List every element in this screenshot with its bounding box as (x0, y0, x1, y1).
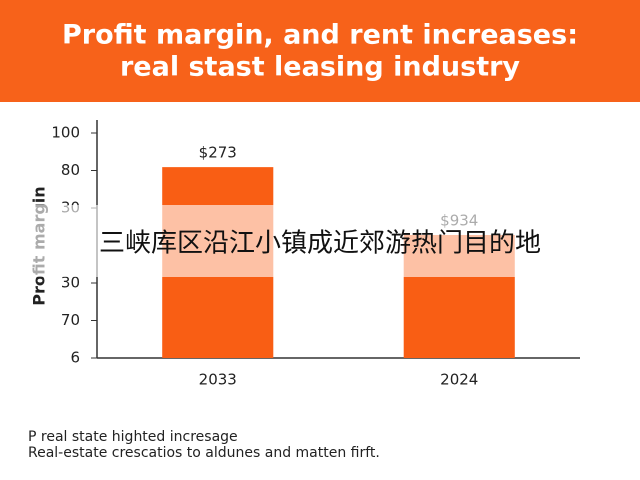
header-band (0, 0, 640, 102)
x-tick-label: 2024 (440, 371, 478, 389)
footer-line: P real state highted incresage (28, 429, 238, 445)
overlay-caption: 三峡库区沿江小镇成近郊游热门目的地 (99, 229, 541, 259)
bar-annotation: $273 (199, 144, 237, 162)
x-tick-label: 2033 (199, 371, 237, 389)
y-tick-label: 100 (51, 124, 80, 142)
caption-band (0, 205, 640, 277)
y-tick-label: 6 (70, 349, 80, 367)
chart-title: real stast leasing industry (120, 52, 520, 83)
footer-line: Real-estate crescatios to aldunes and ma… (28, 445, 380, 461)
y-tick-label: 70 (61, 311, 80, 329)
y-tick-label: 80 (61, 161, 80, 179)
y-tick-label: 30 (61, 274, 80, 292)
chart-title: Profit margin, and rent increases: (62, 20, 578, 51)
